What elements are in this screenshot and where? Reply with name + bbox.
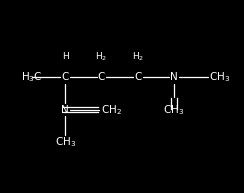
Text: H: H — [62, 52, 69, 61]
Text: H$_3$C: H$_3$C — [21, 71, 42, 84]
Text: N: N — [61, 105, 69, 115]
Text: CH$_2$: CH$_2$ — [102, 103, 122, 117]
Text: N: N — [170, 73, 178, 82]
Text: H$_2$: H$_2$ — [132, 50, 144, 63]
Text: H$_2$: H$_2$ — [95, 50, 108, 63]
Text: CH$_3$: CH$_3$ — [55, 135, 76, 149]
Text: C: C — [62, 73, 69, 82]
Text: CH$_3$: CH$_3$ — [209, 71, 230, 84]
Text: C: C — [134, 73, 141, 82]
Text: CH$_3$: CH$_3$ — [163, 103, 184, 117]
Text: C: C — [98, 73, 105, 82]
